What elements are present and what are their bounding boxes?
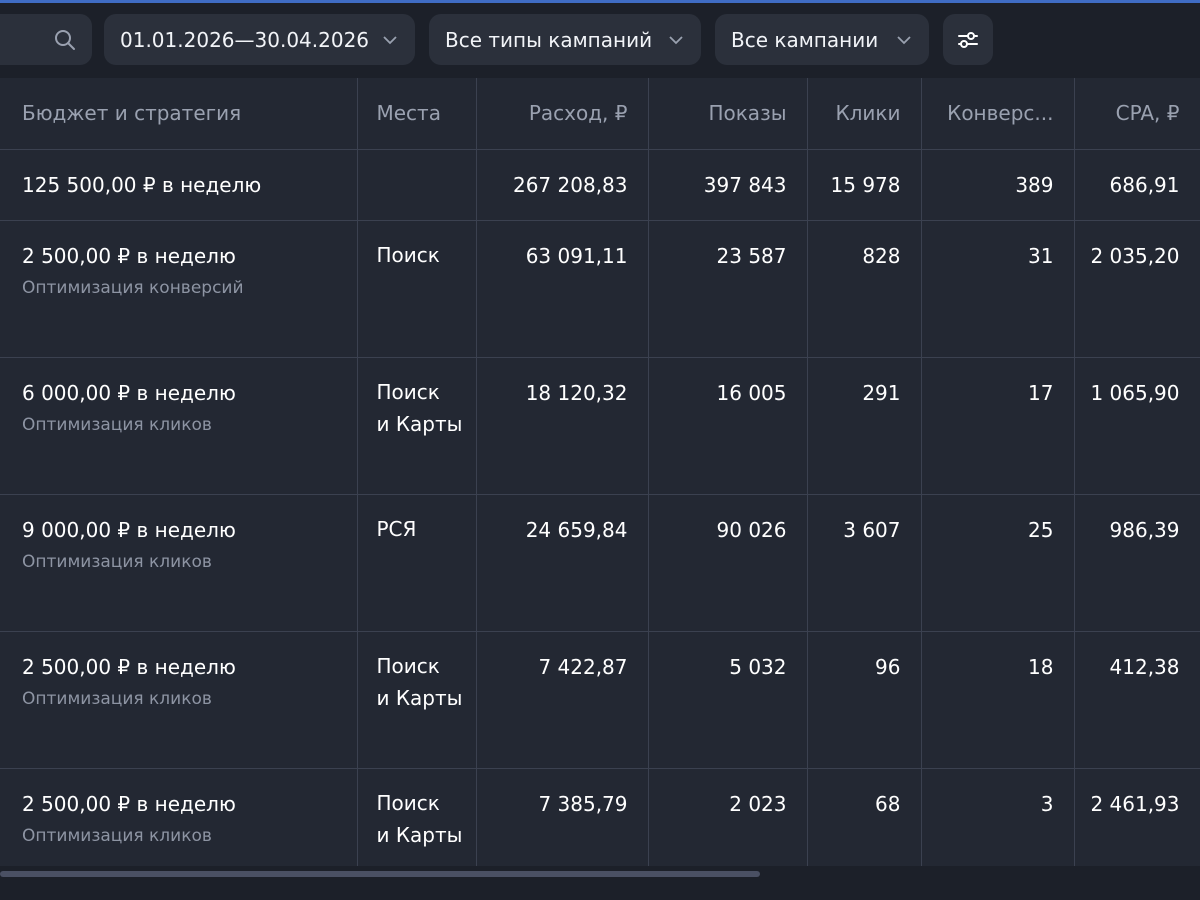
clicks-cell: 96 <box>807 631 922 769</box>
table-row[interactable]: 2 500,00 ₽ в неделю Оптимизация кликов По… <box>0 631 1200 769</box>
budget-cell: 2 500,00 ₽ в неделю Оптимизация кликов <box>0 631 358 769</box>
clicks-cell: 3 607 <box>807 494 922 632</box>
places-line-1: РСЯ <box>376 516 417 541</box>
budget-cell: 9 000,00 ₽ в неделю Оптимизация кликов <box>0 494 358 632</box>
conversions-cell: 3 <box>921 768 1075 866</box>
horizontal-scrollbar[interactable] <box>0 866 1200 900</box>
strategy-label: Оптимизация кликов <box>22 551 212 572</box>
campaign-stats-table: Бюджет и стратегия Места Расход, ₽ Показ… <box>0 78 1200 866</box>
column-header-conversions[interactable]: Конверс... <box>921 78 1075 150</box>
column-header-spend[interactable]: Расход, ₽ <box>476 78 649 150</box>
places-line-1: Поиск <box>376 653 440 678</box>
clicks-cell: 291 <box>807 357 922 495</box>
total-impressions: 397 843 <box>648 149 808 221</box>
cpa-cell: 412,38 <box>1074 631 1200 769</box>
cpa-cell: 2 035,20 <box>1074 220 1200 358</box>
total-cpa: 686,91 <box>1074 149 1200 221</box>
column-header-impressions[interactable]: Показы <box>648 78 808 150</box>
top-accent-bar <box>0 0 1200 3</box>
budget-value: 6 000,00 ₽ в неделю <box>22 380 236 405</box>
conversions-cell: 31 <box>921 220 1075 358</box>
total-budget: 125 500,00 ₽ в неделю <box>0 149 358 221</box>
impressions-cell: 23 587 <box>648 220 808 358</box>
impressions-cell: 5 032 <box>648 631 808 769</box>
places-line-2: и Карты <box>376 411 463 436</box>
spend-cell: 18 120,32 <box>476 357 649 495</box>
total-row: 125 500,00 ₽ в неделю 267 208,83 397 843… <box>0 149 1200 221</box>
table-row[interactable]: 6 000,00 ₽ в неделю Оптимизация кликов По… <box>0 357 1200 495</box>
table-row[interactable]: 2 500,00 ₽ в неделю Оптимизация кликов По… <box>0 768 1200 866</box>
strategy-label: Оптимизация кликов <box>22 688 212 709</box>
budget-value: 2 500,00 ₽ в неделю <box>22 654 236 679</box>
total-places <box>357 149 477 221</box>
budget-cell: 2 500,00 ₽ в неделю Оптимизация конверсий <box>0 220 358 358</box>
chevron-down-icon <box>895 31 913 49</box>
campaigns-select[interactable]: Все кампании <box>715 14 929 65</box>
column-header-clicks[interactable]: Клики <box>807 78 922 150</box>
budget-cell: 2 500,00 ₽ в неделю Оптимизация кликов <box>0 768 358 866</box>
places-cell: Поиск и Карты <box>357 631 477 769</box>
campaigns-value: Все кампании <box>731 27 879 52</box>
places-line-1: Поиск <box>376 242 440 267</box>
budget-value: 2 500,00 ₽ в неделю <box>22 791 236 816</box>
places-cell: Поиск <box>357 220 477 358</box>
date-range-value: 01.01.2026—30.04.2026 <box>120 27 370 52</box>
places-cell: Поиск и Карты <box>357 357 477 495</box>
column-header-budget[interactable]: Бюджет и стратегия <box>0 78 358 150</box>
column-header-places[interactable]: Места <box>357 78 477 150</box>
strategy-label: Оптимизация кликов <box>22 825 212 846</box>
places-cell: РСЯ <box>357 494 477 632</box>
cpa-cell: 1 065,90 <box>1074 357 1200 495</box>
spend-cell: 7 422,87 <box>476 631 649 769</box>
impressions-cell: 2 023 <box>648 768 808 866</box>
table-row[interactable]: 2 500,00 ₽ в неделю Оптимизация конверсий… <box>0 220 1200 358</box>
chevron-down-icon <box>381 31 399 49</box>
table-header-row: Бюджет и стратегия Места Расход, ₽ Показ… <box>0 78 1200 150</box>
cpa-cell: 2 461,93 <box>1074 768 1200 866</box>
date-range-select[interactable]: 01.01.2026—30.04.2026 <box>104 14 415 65</box>
budget-value: 9 000,00 ₽ в неделю <box>22 517 236 542</box>
clicks-cell: 828 <box>807 220 922 358</box>
chevron-down-icon <box>667 31 685 49</box>
total-spend: 267 208,83 <box>476 149 649 221</box>
budget-cell: 6 000,00 ₽ в неделю Оптимизация кликов <box>0 357 358 495</box>
conversions-cell: 17 <box>921 357 1075 495</box>
places-line-2: и Карты <box>376 685 463 710</box>
strategy-label: Оптимизация конверсий <box>22 277 244 298</box>
impressions-cell: 90 026 <box>648 494 808 632</box>
filter-toolbar: 01.01.2026—30.04.2026 Все типы кампаний … <box>0 3 1200 78</box>
spend-cell: 63 091,11 <box>476 220 649 358</box>
campaign-types-select[interactable]: Все типы кампаний <box>429 14 701 65</box>
spend-cell: 24 659,84 <box>476 494 649 632</box>
clicks-cell: 68 <box>807 768 922 866</box>
conversions-cell: 25 <box>921 494 1075 632</box>
cpa-cell: 986,39 <box>1074 494 1200 632</box>
table-row[interactable]: 9 000,00 ₽ в неделю Оптимизация кликов РС… <box>0 494 1200 632</box>
scrollbar-thumb[interactable] <box>0 871 760 877</box>
conversions-cell: 18 <box>921 631 1075 769</box>
search-button[interactable] <box>0 14 92 65</box>
total-conversions: 389 <box>921 149 1075 221</box>
places-line-2: и Карты <box>376 822 463 847</box>
budget-value: 2 500,00 ₽ в неделю <box>22 243 236 268</box>
campaign-types-value: Все типы кампаний <box>445 27 653 52</box>
total-clicks: 15 978 <box>807 149 922 221</box>
column-header-cpa[interactable]: CPA, ₽ <box>1074 78 1200 150</box>
filter-settings-button[interactable] <box>943 14 993 65</box>
spend-cell: 7 385,79 <box>476 768 649 866</box>
impressions-cell: 16 005 <box>648 357 808 495</box>
places-line-1: Поиск <box>376 379 440 404</box>
strategy-label: Оптимизация кликов <box>22 414 212 435</box>
places-line-1: Поиск <box>376 790 440 815</box>
search-icon <box>54 29 76 51</box>
sliders-icon <box>956 28 980 52</box>
places-cell: Поиск и Карты <box>357 768 477 866</box>
